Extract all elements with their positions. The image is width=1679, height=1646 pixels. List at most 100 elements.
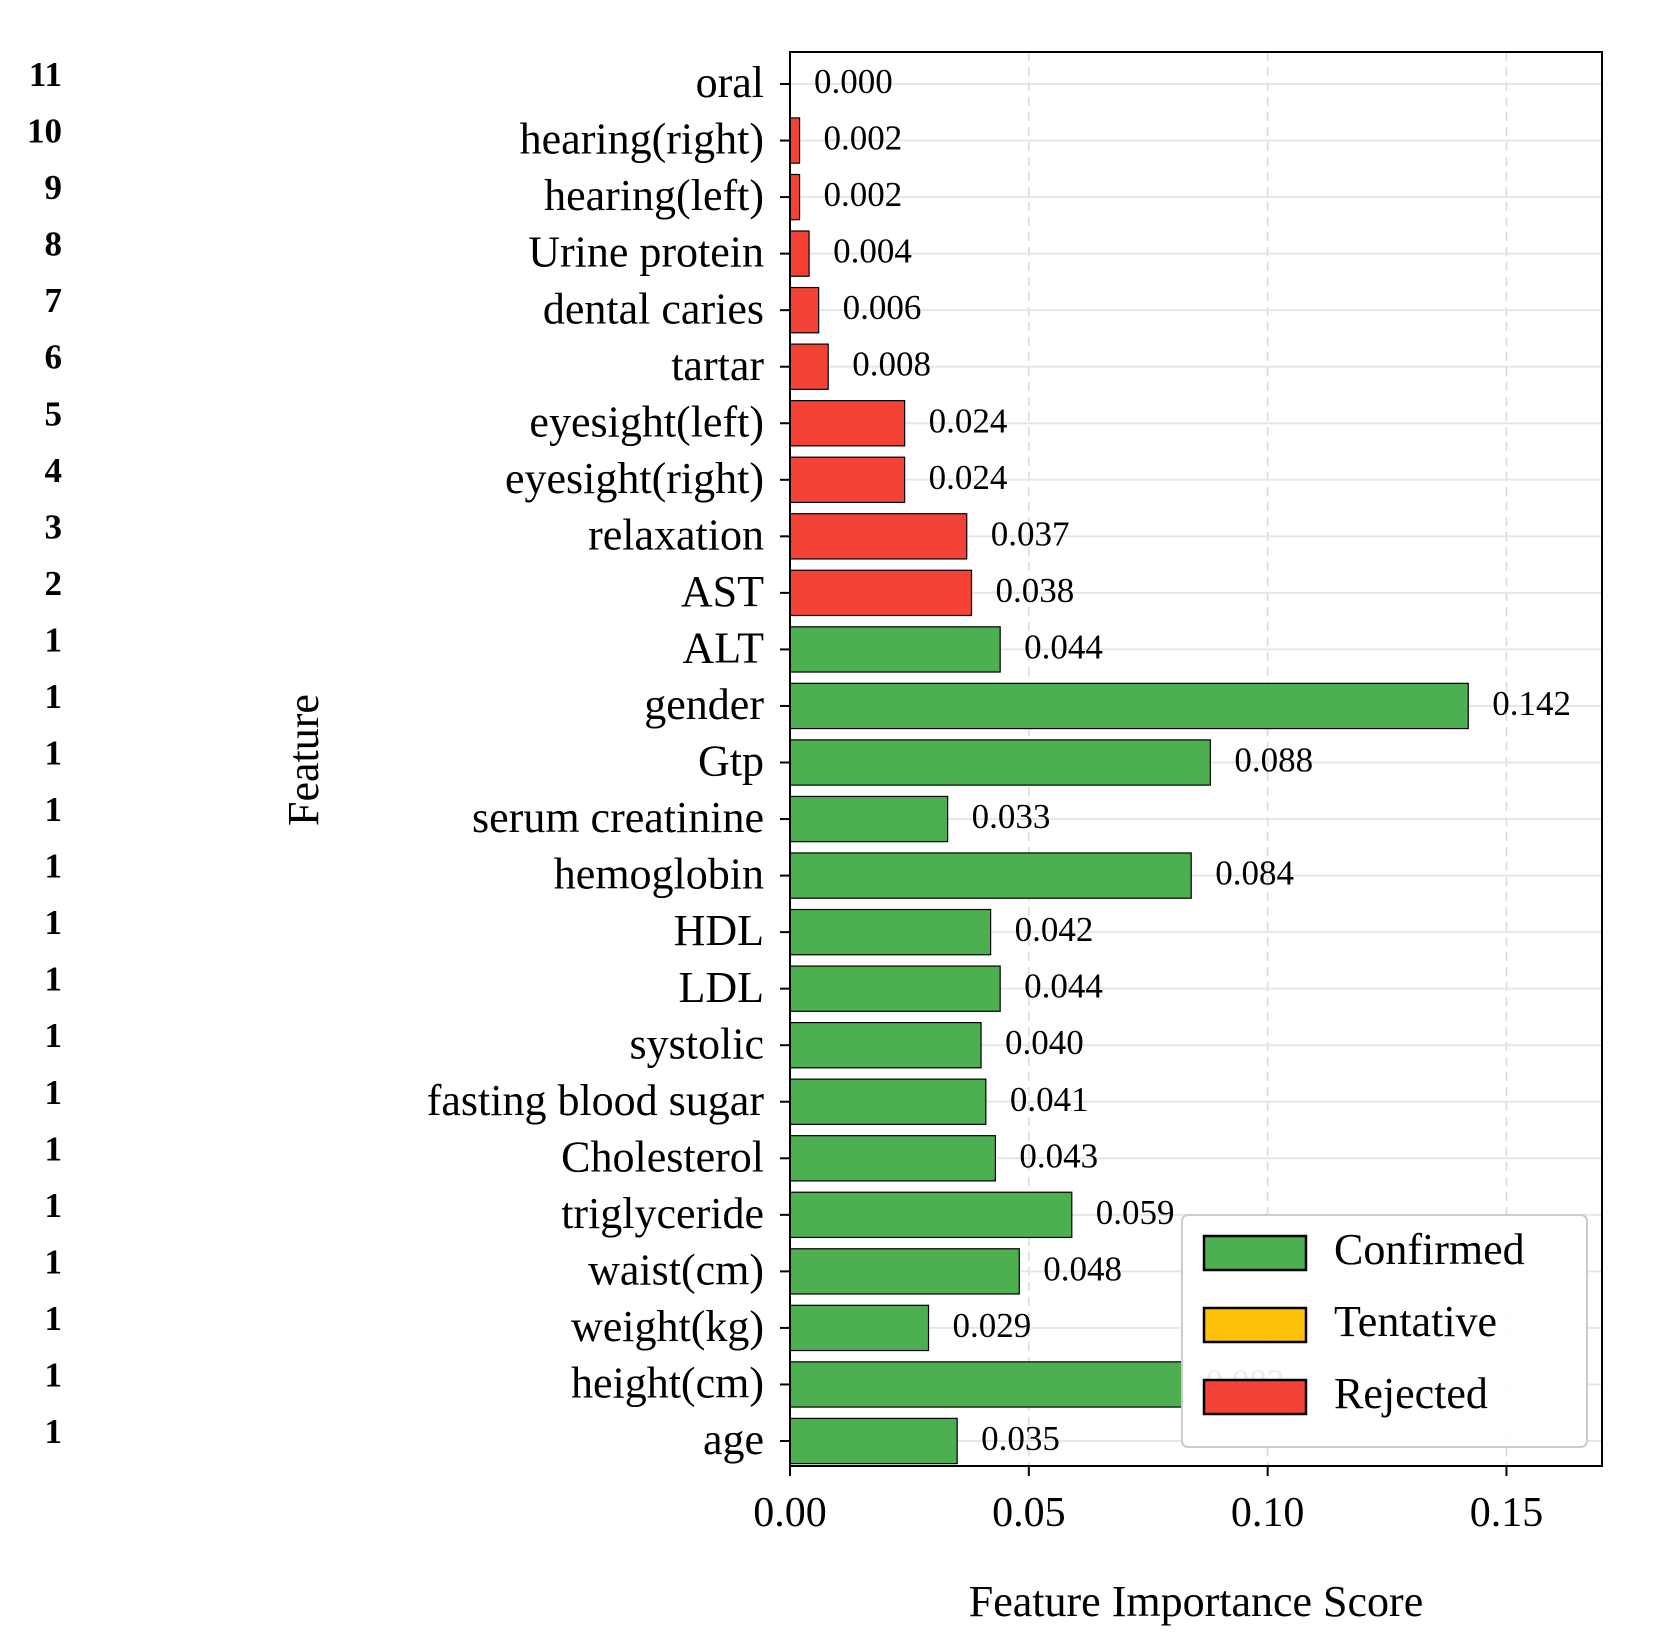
y-axis: oral hearing(right) hearing(left) Urine pro… xyxy=(427,58,790,1464)
value-label-hearing-left: 0.002 xyxy=(824,175,903,214)
rank-label: 3 xyxy=(45,507,63,546)
legend-label-rejected: Rejected xyxy=(1334,1369,1488,1418)
y-tick-label-eyesight-left: eyesight(left) xyxy=(529,397,764,446)
y-tick-label-ldl: LDL xyxy=(678,963,764,1012)
rank-label: 4 xyxy=(45,451,63,490)
rank-label: 8 xyxy=(45,225,63,264)
value-label-triglyceride: 0.059 xyxy=(1096,1193,1175,1232)
bar-systolic xyxy=(789,1021,982,1069)
value-label-eyesight-right: 0.024 xyxy=(929,458,1008,497)
x-tick-label: 0.10 xyxy=(1231,1490,1305,1536)
bar-hdl xyxy=(789,908,992,956)
rank-label: 1 xyxy=(45,1129,63,1168)
rank-label: 1 xyxy=(45,847,63,886)
bar-serum-creatinine xyxy=(789,795,949,843)
bar-tartar xyxy=(789,343,829,390)
value-label-dental-caries: 0.006 xyxy=(843,288,922,327)
bar-ast xyxy=(789,569,973,617)
bar-hearing-right xyxy=(789,117,801,164)
rank-label: 1 xyxy=(45,734,63,773)
y-tick-label-age: age xyxy=(703,1415,764,1464)
bar-dental-caries xyxy=(789,286,820,334)
x-tick-label: 0.15 xyxy=(1470,1490,1544,1536)
rank-label: 10 xyxy=(27,112,62,151)
rank-label: 11 xyxy=(29,55,62,94)
value-label-age: 0.035 xyxy=(981,1419,1060,1458)
value-label-gtp: 0.088 xyxy=(1234,741,1313,780)
y-tick-label-ast: AST xyxy=(681,567,764,616)
bar-cholesterol xyxy=(789,1135,996,1182)
bar-urine-protein xyxy=(789,230,810,277)
y-tick-label-hdl: HDL xyxy=(674,906,764,955)
x-tick-label: 0.00 xyxy=(753,1490,827,1536)
legend-swatch-rejected xyxy=(1202,1378,1308,1416)
x-axis-label: Feature Importance Score xyxy=(969,1577,1423,1626)
bar-height-cm xyxy=(789,1361,1183,1408)
value-label-alt: 0.044 xyxy=(1024,627,1103,666)
value-label-urine-protein: 0.004 xyxy=(833,232,912,271)
y-tick-label-systolic: systolic xyxy=(630,1019,764,1068)
rank-label: 1 xyxy=(45,1016,63,1055)
value-label-waist-cm: 0.048 xyxy=(1043,1249,1122,1288)
y-tick-label-hearing-left: hearing(left) xyxy=(544,171,764,220)
bar-eyesight-left xyxy=(789,400,906,447)
y-tick-label-urine-protein: Urine protein xyxy=(528,228,764,277)
rank-label: 1 xyxy=(45,1355,63,1394)
legend-swatch-confirmed xyxy=(1202,1234,1308,1272)
rank-label: 1 xyxy=(45,960,63,999)
y-tick-label-gender: gender xyxy=(644,680,764,729)
y-tick-label-relaxation: relaxation xyxy=(588,510,764,559)
rank-label: 1 xyxy=(45,1299,63,1338)
rank-label: 1 xyxy=(45,1412,63,1451)
y-tick-label-oral: oral xyxy=(696,58,764,107)
y-tick-label-fasting-blood-sugar: fasting blood sugar xyxy=(427,1076,765,1125)
bar-hemoglobin xyxy=(789,852,1192,899)
value-label-tartar: 0.008 xyxy=(852,345,931,384)
y-tick-label-tartar: tartar xyxy=(671,341,764,390)
value-labels-layer: 0.000 0.002 0.002 0.004 0.006 0.008 0.024 0.024… xyxy=(814,62,1571,1458)
value-label-hdl: 0.042 xyxy=(1015,910,1094,949)
y-tick-label-waist-cm: waist(cm) xyxy=(588,1245,764,1294)
y-tick-label-dental-caries: dental caries xyxy=(543,284,764,333)
x-axis: 0.00 0.05 0.10 0.15 xyxy=(753,1466,1543,1536)
bar-ldl xyxy=(789,965,1001,1012)
bar-gender xyxy=(789,682,1469,730)
x-tick-label: 0.05 xyxy=(992,1490,1066,1536)
bar-waist-cm xyxy=(789,1248,1020,1295)
bar-hearing-left xyxy=(789,173,801,221)
value-label-gender: 0.142 xyxy=(1492,684,1571,723)
plot-frame xyxy=(789,51,1603,1467)
y-tick-label-cholesterol: Cholesterol xyxy=(561,1132,764,1181)
y-tick-label-serum-creatinine: serum creatinine xyxy=(472,793,764,842)
rank-label: 2 xyxy=(45,564,63,603)
y-axis-label: Feature xyxy=(279,694,328,826)
value-label-serum-creatinine: 0.033 xyxy=(972,797,1051,836)
value-label-oral: 0.000 xyxy=(814,62,893,101)
bar-fasting-blood-sugar xyxy=(789,1078,987,1125)
y-tick-label-triglyceride: triglyceride xyxy=(561,1189,764,1238)
value-label-hearing-right: 0.002 xyxy=(824,119,903,158)
rank-label: 7 xyxy=(45,281,63,320)
bar-age xyxy=(789,1417,958,1465)
rank-label: 1 xyxy=(45,790,63,829)
rank-label: 9 xyxy=(45,168,63,207)
rank-label: 6 xyxy=(45,338,63,377)
bar-gtp xyxy=(789,739,1211,786)
bars-layer xyxy=(789,117,1469,1465)
bar-triglyceride xyxy=(789,1191,1073,1239)
value-label-ast: 0.038 xyxy=(996,571,1075,610)
legend-label-tentative: Tentative xyxy=(1334,1297,1497,1346)
rank-label: 1 xyxy=(45,1242,63,1281)
value-label-systolic: 0.040 xyxy=(1005,1023,1084,1062)
rank-label: 1 xyxy=(45,1186,63,1225)
value-label-fasting-blood-sugar: 0.041 xyxy=(1010,1080,1089,1119)
legend-label-confirmed: Confirmed xyxy=(1334,1225,1525,1274)
rank-label: 1 xyxy=(45,1073,63,1112)
y-tick-label-eyesight-right: eyesight(right) xyxy=(505,454,764,503)
value-label-relaxation: 0.037 xyxy=(991,514,1070,553)
legend-swatch-tentative xyxy=(1202,1306,1308,1344)
bar-relaxation xyxy=(789,513,968,560)
y-tick-label-hemoglobin: hemoglobin xyxy=(554,850,764,899)
